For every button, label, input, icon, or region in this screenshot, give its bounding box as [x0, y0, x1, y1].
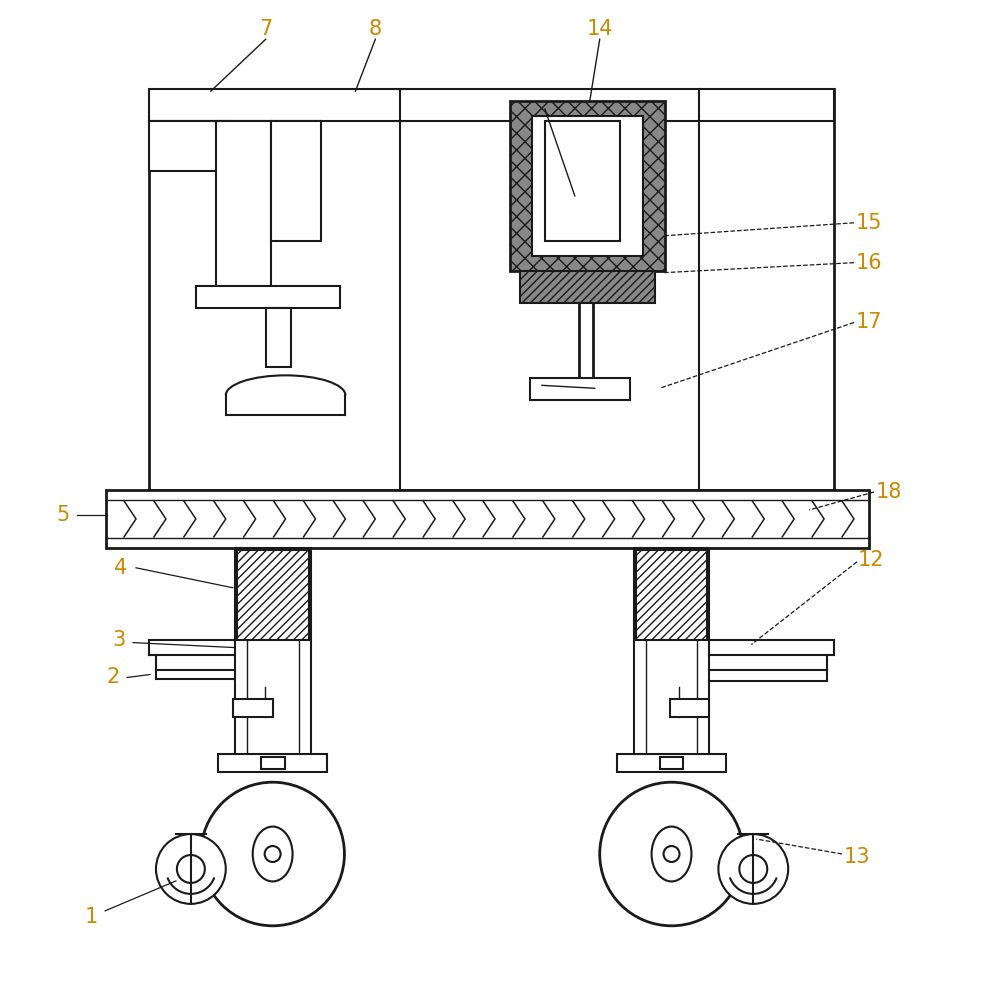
Bar — [266, 307, 291, 367]
Ellipse shape — [652, 827, 691, 881]
Text: 14: 14 — [586, 19, 613, 39]
Bar — [233, 700, 273, 718]
Bar — [271, 121, 321, 240]
Bar — [617, 755, 726, 773]
Text: 8: 8 — [369, 19, 382, 39]
Circle shape — [201, 783, 344, 926]
Bar — [510, 101, 665, 270]
Bar — [660, 758, 683, 770]
Text: 13: 13 — [844, 847, 870, 867]
Bar — [218, 755, 327, 773]
Bar — [634, 548, 709, 758]
Bar — [520, 270, 655, 302]
Circle shape — [739, 855, 767, 883]
Bar — [149, 121, 229, 170]
Text: 2: 2 — [106, 668, 120, 688]
Text: 7: 7 — [259, 19, 272, 39]
Bar — [106, 490, 869, 548]
Ellipse shape — [253, 827, 293, 881]
Text: 5: 5 — [57, 504, 70, 525]
Bar — [545, 121, 620, 240]
Circle shape — [156, 834, 226, 904]
Bar — [237, 550, 309, 640]
Bar — [149, 89, 834, 490]
Bar — [530, 378, 630, 400]
Bar — [235, 548, 311, 758]
Bar — [149, 89, 834, 121]
Text: 12: 12 — [858, 549, 884, 570]
Circle shape — [664, 846, 679, 862]
Bar — [670, 700, 709, 718]
Text: 4: 4 — [114, 557, 128, 578]
Text: 15: 15 — [856, 212, 882, 232]
Circle shape — [718, 834, 788, 904]
Text: 16: 16 — [856, 252, 882, 272]
Text: 1: 1 — [85, 907, 98, 927]
Bar — [216, 121, 271, 290]
Circle shape — [600, 783, 743, 926]
Circle shape — [177, 855, 205, 883]
Bar — [261, 758, 285, 770]
Bar — [196, 285, 340, 307]
Text: 17: 17 — [856, 312, 882, 332]
Bar — [532, 116, 643, 255]
Circle shape — [265, 846, 281, 862]
Text: 3: 3 — [112, 630, 126, 650]
Text: 18: 18 — [876, 482, 902, 502]
Bar — [636, 550, 707, 640]
